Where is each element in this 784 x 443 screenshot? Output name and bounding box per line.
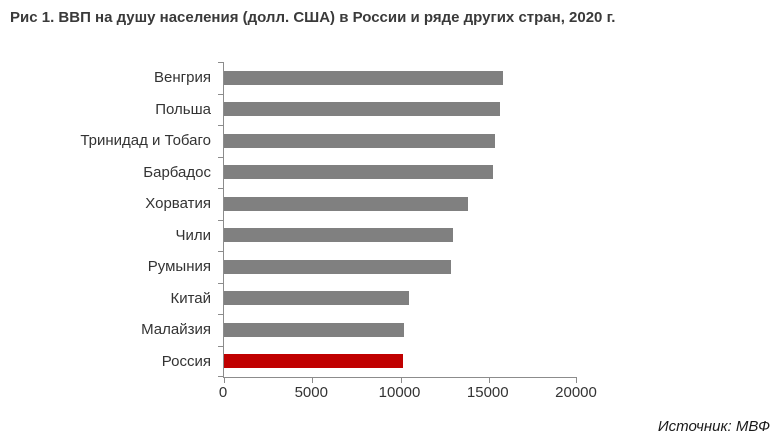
x-axis-tick-label: 10000 [378,384,421,401]
x-axis-tick [312,378,314,383]
y-axis-tick [218,376,223,377]
bar [224,133,495,148]
x-axis-tick [576,378,577,383]
category-axis: Венгрия Польша Тринидад и Тобаго Барбадос Хо… [0,62,211,377]
category-label: Польша [155,100,211,118]
y-axis-tick [218,314,223,315]
category-label: Россия [161,352,211,370]
y-axis-tick [218,251,223,252]
bar [224,165,494,180]
category-label: Китай [170,289,211,307]
x-axis-tick [224,378,225,383]
x-axis-tick-label: 15000 [466,384,509,401]
category-label: Тринидад и Тобаго [80,132,211,149]
plot-area [218,62,577,383]
bar [224,259,451,274]
x-axis-tick [400,378,402,383]
x-axis-tick [488,378,490,383]
bar [224,70,503,85]
y-axis-tick [218,62,223,63]
category-label: Венгрия [154,69,211,86]
x-axis-tick-label: 5000 [294,384,328,401]
category-label: Чили [175,226,211,244]
source-note: Источник: МВФ [657,418,770,435]
y-axis-tick [218,125,223,126]
category-label: Малайзия [141,321,211,338]
x-axis: 0 5000 10000 15000 20000 [219,384,597,404]
chart-title: Рис 1. ВВП на душу населения (долл. США)… [10,9,616,26]
bar [224,322,405,337]
bar [224,291,410,306]
x-axis-tick-label: 0 [218,384,228,401]
bar [224,196,469,211]
category-label: Барбадос [143,163,211,181]
category-label: Хорватия [145,195,211,212]
bar [224,228,453,243]
y-axis-tick [218,93,223,95]
x-axis-tick-label: 20000 [555,384,597,401]
bar-highlighted [224,354,404,369]
bar [224,102,501,117]
category-label: Румыния [147,258,211,275]
y-axis-tick [218,282,223,284]
y-axis-tick [218,188,223,189]
y-axis-tick [218,345,223,347]
y-axis-tick [218,156,223,158]
y-axis-tick [218,219,223,221]
